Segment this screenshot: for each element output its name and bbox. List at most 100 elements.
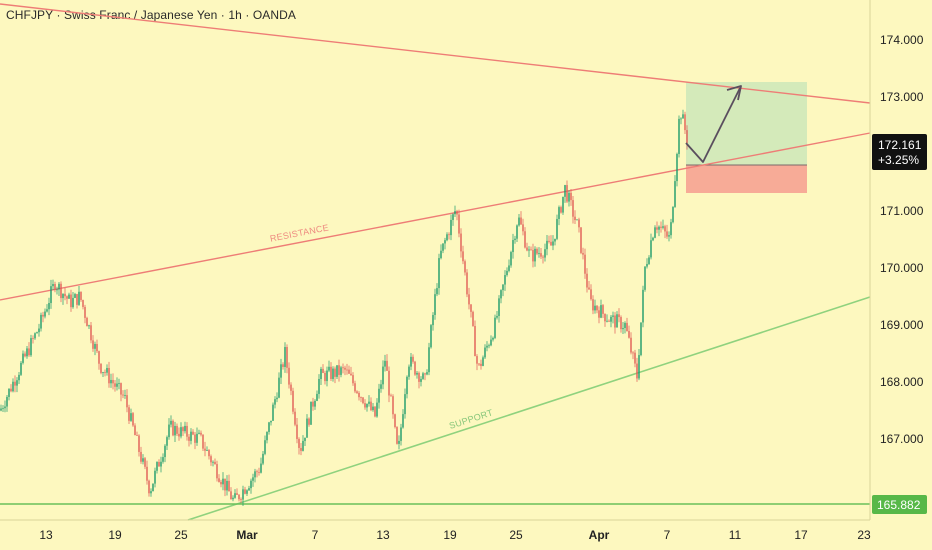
candle-body: [350, 373, 352, 376]
candle-body: [126, 395, 128, 408]
candle-body: [218, 478, 220, 482]
candle-body: [358, 392, 360, 398]
candle-body: [28, 348, 30, 356]
candle-body: [176, 425, 178, 434]
candle-body: [70, 294, 72, 308]
candle-body: [66, 296, 68, 299]
candle-body: [280, 364, 282, 378]
candle-body: [320, 368, 322, 379]
candle-body: [682, 114, 684, 119]
candle-body: [610, 316, 612, 322]
support-price-value: 165.882: [877, 498, 921, 512]
candle-body: [668, 235, 670, 237]
candle-body: [138, 435, 140, 452]
candle-body: [666, 231, 668, 237]
candle-body: [530, 249, 532, 251]
candle-body: [210, 456, 212, 463]
candle-body: [186, 425, 188, 437]
candle-body: [242, 489, 244, 500]
x-tick-label: 25: [509, 528, 523, 542]
candle-body: [166, 437, 168, 446]
candle-body: [526, 247, 528, 251]
candle-body: [230, 491, 232, 500]
candle-body: [624, 322, 626, 329]
candle-body: [604, 313, 606, 322]
time-axis[interactable]: 13 19 25 Mar 7 13 19 25 Apr 7 11 17 23: [39, 528, 871, 542]
candle-body: [614, 315, 616, 328]
candle-body: [572, 200, 574, 217]
candle-body: [272, 404, 274, 421]
candle-body: [400, 427, 402, 441]
candle-body: [442, 243, 444, 251]
candle-body: [24, 353, 26, 357]
candle-body: [14, 381, 16, 386]
candle-body: [430, 325, 432, 348]
candle-body: [650, 240, 652, 258]
candle-body: [256, 471, 258, 473]
candle-body: [574, 216, 576, 221]
candle-body: [158, 461, 160, 467]
candle-body: [330, 366, 332, 379]
candle-body: [550, 241, 552, 246]
candle-body: [76, 294, 78, 305]
x-tick-label: 11: [729, 528, 742, 542]
candle-body: [446, 234, 448, 241]
target-zone: [686, 82, 807, 165]
candle-body: [362, 397, 364, 404]
candle-body: [502, 284, 504, 291]
candle-body: [582, 252, 584, 255]
candle-body: [484, 347, 486, 358]
candle-body: [424, 373, 426, 375]
candle-body: [540, 253, 542, 257]
candle-body: [360, 397, 362, 398]
candle-body: [684, 114, 686, 131]
candle-body: [6, 396, 8, 407]
candle-body: [316, 393, 318, 401]
candle-body: [640, 322, 642, 356]
candle-body: [190, 431, 192, 441]
candle-body: [382, 366, 384, 385]
candle-body: [122, 394, 124, 396]
x-tick-label: 17: [794, 528, 808, 542]
candle-body: [102, 372, 104, 373]
candle-body: [222, 478, 224, 485]
candle-body: [160, 461, 162, 467]
candle-body: [146, 466, 148, 481]
candle-body: [486, 345, 488, 348]
candle-body: [622, 328, 624, 330]
candle-body: [638, 355, 640, 379]
candle-body: [228, 480, 230, 492]
candle-body: [64, 293, 66, 297]
y-tick-label: 173.000: [880, 90, 924, 104]
candle-body: [142, 458, 144, 462]
candle-body: [586, 273, 588, 288]
candle-body: [648, 257, 650, 264]
candle-body: [658, 226, 660, 230]
candle-body: [10, 388, 12, 392]
candle-body: [40, 314, 42, 329]
x-tick-label: 13: [376, 528, 390, 542]
candle-body: [478, 363, 480, 365]
candle-body: [258, 472, 260, 473]
candle-body: [544, 249, 546, 258]
price-axis[interactable]: 174.000 173.000 171.000 170.000 169.000 …: [880, 33, 924, 446]
candle-body: [92, 340, 94, 349]
candle-body: [536, 248, 538, 254]
candle-body: [654, 227, 656, 238]
candle-body: [198, 432, 200, 434]
candle-body: [184, 425, 186, 432]
candle-body: [436, 288, 438, 295]
candle-body: [22, 353, 24, 363]
candle-body: [72, 297, 74, 308]
candle-body: [596, 305, 598, 311]
candle-body: [108, 367, 110, 384]
candle-body: [388, 370, 390, 396]
candle-body: [500, 290, 502, 299]
candle-body: [110, 379, 112, 384]
y-tick-label: 169.000: [880, 318, 924, 332]
candle-body: [412, 356, 414, 362]
candle-body: [106, 367, 108, 373]
candle-body: [8, 388, 10, 397]
candle-body: [60, 283, 62, 299]
